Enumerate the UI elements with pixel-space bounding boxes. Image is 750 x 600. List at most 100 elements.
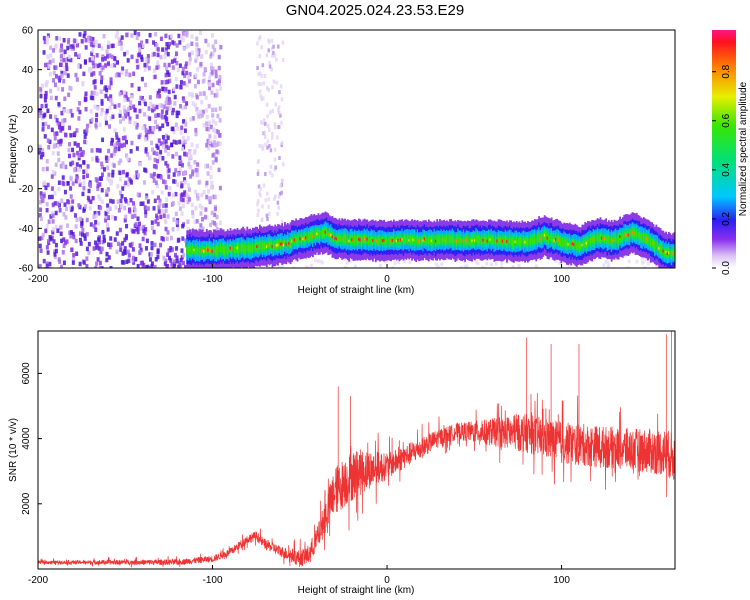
track-peak-cell (360, 239, 364, 243)
noise-cell (123, 246, 127, 251)
track-peak-cell (193, 248, 196, 252)
track-peak-cell (455, 239, 459, 243)
track-peak-cell (573, 243, 576, 247)
track-cell (367, 237, 370, 245)
noise-cell (54, 224, 58, 230)
noise-cell (74, 52, 78, 57)
noise-cell (197, 114, 201, 119)
track-cell (243, 244, 246, 255)
noise-cell (91, 40, 95, 45)
noise-cell (606, 260, 610, 265)
noise-cell (186, 219, 190, 224)
track-cell (479, 237, 482, 244)
noise-cell (106, 165, 110, 170)
track-cell (198, 248, 201, 254)
track-cell (511, 238, 514, 247)
noise-cell (216, 113, 220, 119)
noise-cell (49, 45, 53, 51)
track-peak-cell (376, 239, 379, 243)
track-cell (570, 241, 573, 248)
noise-cell (174, 191, 178, 197)
noise-cell (91, 43, 95, 48)
noise-cell (137, 32, 141, 37)
noise-cell (440, 262, 444, 266)
noise-cell (84, 204, 88, 209)
noise-cell (123, 217, 127, 223)
noise-cell (60, 47, 64, 53)
noise-cell (211, 160, 215, 165)
noise-cell (164, 33, 168, 39)
track-cell (253, 245, 256, 252)
track-peak-cell (662, 249, 665, 253)
noise-cell (163, 261, 167, 266)
noise-cell (106, 155, 110, 161)
track-peak-cell (207, 248, 210, 252)
noise-cell (278, 90, 281, 95)
noise-cell (154, 32, 158, 37)
noise-cell (182, 119, 186, 124)
track-peak-cell (423, 237, 427, 241)
noise-cell (105, 108, 109, 114)
track-peak-cell (341, 237, 344, 241)
noise-cell (43, 39, 47, 45)
noise-cell (172, 217, 176, 222)
noise-cell (206, 42, 210, 48)
track-peak-cell (291, 239, 294, 243)
noise-cell (111, 199, 115, 204)
noise-cell (258, 89, 262, 94)
track-cell (437, 237, 440, 243)
noise-cell (56, 151, 60, 156)
noise-cell (343, 265, 347, 268)
noise-cell (267, 48, 271, 53)
noise-cell (207, 188, 211, 194)
noise-cell (194, 131, 198, 137)
noise-cell (132, 104, 136, 110)
noise-cell (271, 108, 274, 113)
noise-cell (159, 149, 163, 155)
noise-cell (77, 179, 81, 184)
track-cell (353, 235, 356, 245)
noise-cell (84, 106, 88, 112)
noise-cell (54, 65, 58, 70)
noise-cell (143, 137, 147, 142)
noise-cell (261, 146, 264, 151)
noise-cell (171, 107, 175, 113)
noise-cell (74, 224, 78, 229)
noise-cell (84, 131, 88, 136)
noise-cell (49, 88, 53, 94)
noise-cell (208, 76, 212, 81)
noise-cell (176, 238, 180, 243)
noise-cell (178, 167, 182, 172)
track-cell (313, 230, 316, 239)
noise-cell (172, 259, 176, 264)
noise-cell (112, 56, 116, 61)
noise-cell (138, 100, 142, 106)
track-cell (628, 230, 631, 239)
noise-cell (117, 146, 121, 152)
noise-cell (53, 249, 57, 254)
noise-cell (74, 238, 78, 244)
noise-cell (176, 67, 180, 72)
track-peak-cell (303, 236, 307, 240)
noise-cell (138, 47, 142, 53)
snr-y-label: SNR (10 * v/v) (8, 418, 19, 482)
noise-cell (133, 174, 137, 180)
track-cell (232, 245, 235, 251)
track-cell (483, 237, 486, 244)
track-cell (318, 230, 321, 240)
noise-cell (62, 79, 66, 84)
noise-cell (59, 164, 63, 169)
noise-cell (163, 141, 167, 147)
track-peak-cell (443, 238, 446, 242)
noise-cell (199, 30, 203, 36)
noise-cell (168, 185, 172, 191)
noise-cell (273, 167, 277, 172)
noise-cell (162, 213, 166, 218)
noise-cell (195, 36, 199, 42)
noise-cell (181, 197, 185, 203)
track-cell (542, 233, 545, 241)
noise-cell (627, 259, 631, 264)
noise-cell (140, 76, 144, 82)
noise-cell (81, 81, 85, 86)
noise-cell (42, 35, 46, 41)
